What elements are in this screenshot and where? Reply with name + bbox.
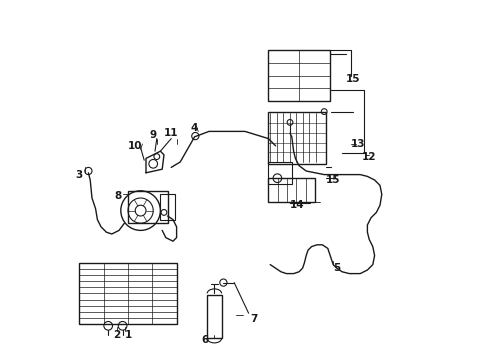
Text: 15: 15	[346, 74, 360, 84]
Text: 8: 8	[115, 191, 122, 201]
Bar	[269, 50, 330, 101]
Text: 4: 4	[191, 123, 198, 133]
Text: 11: 11	[164, 128, 178, 138]
Bar	[207, 295, 221, 338]
Text: 7: 7	[250, 314, 258, 324]
Text: 2: 2	[113, 330, 120, 340]
Bar	[79, 263, 176, 324]
Text: 6: 6	[202, 335, 209, 345]
Text: 13: 13	[351, 139, 366, 149]
Text: 9: 9	[149, 130, 157, 140]
Text: 12: 12	[362, 152, 376, 162]
Text: 15: 15	[326, 175, 341, 185]
Text: 5: 5	[333, 263, 341, 273]
Text: 1: 1	[124, 330, 132, 340]
Bar	[269, 112, 326, 164]
Bar	[269, 178, 315, 202]
Bar	[128, 191, 168, 223]
Text: 14: 14	[290, 200, 304, 210]
Bar	[269, 162, 292, 184]
Bar	[160, 194, 175, 220]
Text: 3: 3	[75, 170, 82, 180]
Text: 10: 10	[128, 141, 143, 151]
